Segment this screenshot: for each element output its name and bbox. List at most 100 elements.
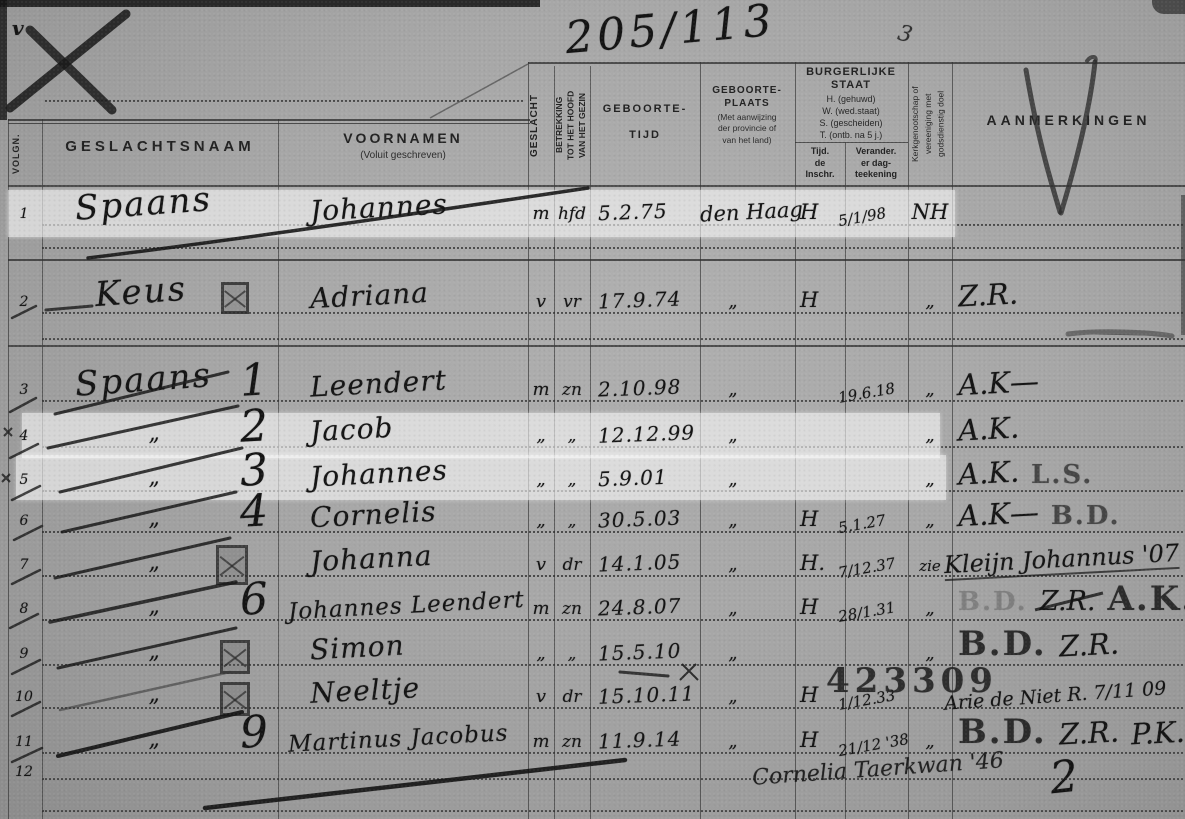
writing-baseline — [42, 338, 1183, 340]
cell-volgnummer: 12 — [15, 764, 33, 780]
cell-burgerlijke-staat: H — [800, 507, 819, 531]
cell-geboortedatum: 24.8.07 — [597, 593, 682, 621]
cell-geslachtsnaam: „ — [147, 593, 163, 620]
cell-geslacht: v — [535, 686, 547, 707]
writing-baseline — [42, 707, 1183, 709]
cell-volgnummer: 4 — [19, 428, 29, 444]
child-number-mark: 6 — [238, 573, 270, 626]
header-geboorteplaats: GEBOORTE- PLAATS — [712, 85, 782, 109]
cell-geboortedatum: 5.9.01 — [597, 464, 669, 492]
cell-volgnummer: 6 — [19, 513, 29, 529]
cell-geslachtsnaam: Keus — [93, 268, 189, 316]
child-number-mark: 1 — [238, 354, 270, 407]
cell-geboortedatum: 15.5.10 — [597, 638, 682, 666]
header-geslacht: GESLACHT — [529, 94, 540, 158]
remark-handwritten: A.K. — [957, 410, 1020, 448]
cell-volgnummer: 3 — [19, 382, 29, 398]
remark-handwritten: A.K. — [957, 454, 1020, 492]
cell-geboorteplaats: „ — [727, 424, 738, 447]
cell-geslachtsnaam: Spaans — [73, 355, 214, 405]
cell-burgerlijke-staat: H — [800, 200, 819, 224]
cell-geslachtsnaam: „ — [147, 726, 163, 753]
crossed-box-stamp — [220, 640, 250, 674]
cell-volgnummer: 2 — [19, 294, 29, 310]
cell-burgerlijke-staat: H — [800, 728, 819, 752]
cell-voornamen: Leendert — [309, 363, 448, 404]
cell-betrekking: dr — [562, 555, 582, 575]
cell-geboortedatum: 17.9.74 — [597, 286, 682, 314]
header-geslachtsnaam: GESLACHTSNAAM — [65, 138, 255, 155]
cell-geboortedatum: 15.10.11 — [597, 681, 696, 709]
cell-geboorteplaats: „ — [727, 509, 738, 532]
cell-geboortedatum: 11.9.14 — [597, 726, 682, 754]
child-number-mark: 4 — [238, 485, 270, 538]
cell-kerkgenootschap: „ — [925, 425, 935, 446]
grid-hline — [795, 142, 908, 143]
cell-geboorteplaats: „ — [727, 290, 738, 313]
writing-baseline — [42, 619, 1183, 621]
cell-geslacht: v — [535, 291, 547, 312]
remark-stamp: B.D. — [958, 587, 1028, 617]
grid-hline — [8, 345, 1185, 347]
cell-geboortedatum: 12.12.99 — [597, 420, 696, 448]
cell-geboorteplaats: „ — [727, 468, 738, 491]
header-staat-col1: Tijd. de Inschr. — [805, 146, 835, 180]
cell-kerkgenootschap: zie — [919, 557, 941, 575]
cell-betrekking: dr — [562, 687, 582, 707]
cell-geboorteplaats: „ — [727, 642, 738, 665]
cell-geslacht: „ — [536, 469, 546, 490]
registration-number-stamp: 423309 — [826, 661, 998, 701]
remark-handwritten: Z.R. — [957, 276, 1019, 314]
cell-volgnummer: 10 — [15, 689, 33, 705]
cell-betrekking: „ — [567, 470, 577, 490]
header-staat-line-t: T. (ontb. na 5 j.) — [819, 130, 883, 140]
grid-hline — [528, 62, 1185, 64]
header-burgerlijke-staat: BURGERLIJKE STAAT — [806, 66, 896, 91]
cell-kerkgenootschap: „ — [925, 469, 935, 490]
remark-stamp: A.K. — [1107, 579, 1185, 619]
writing-baseline — [42, 247, 1183, 249]
cell-burgerlijke-staat: H — [800, 683, 819, 707]
cell-betrekking: zn — [562, 380, 582, 400]
cell-aanmerkingen: B.D. Z.R. — [958, 624, 1119, 664]
cell-voornamen: Neeltje — [309, 671, 421, 710]
cell-geslacht: m — [532, 203, 550, 224]
cell-burgerlijke-staat: H — [800, 288, 819, 312]
cell-betrekking: „ — [567, 511, 577, 531]
cell-volgnummer: 1 — [19, 206, 29, 222]
cell-volgnummer: 7 — [19, 557, 29, 573]
check-mark — [1023, 67, 1063, 215]
header-staat-line-s: S. (gescheiden) — [819, 118, 883, 128]
cell-geslachtsnaam: „ — [147, 638, 163, 665]
cell-aanmerkingen: B.D.Z.R.A.K. — [958, 579, 1185, 619]
cell-voornamen: Simon — [309, 628, 406, 667]
cell-volgnummer: 8 — [19, 601, 29, 617]
cell-geslacht: „ — [536, 510, 546, 531]
remark-handwritten: Z.R. — [1057, 626, 1120, 664]
cell-geslacht: m — [532, 731, 550, 752]
cell-kerkgenootschap: „ — [925, 598, 935, 619]
scan-edge-right — [1181, 195, 1185, 335]
cell-geboorteplaats: „ — [727, 378, 738, 401]
cell-geboortedatum: 5.2.75 — [597, 198, 669, 226]
header-geboortetijd: GEBOORTE- TIJD — [602, 103, 688, 142]
remark-stamp: B.D. — [958, 712, 1047, 752]
cell-geboortedatum: 2.10.98 — [597, 374, 682, 402]
cell-aanmerkingen: A.K. — [957, 410, 1020, 448]
remark-stamp: B.D. — [958, 624, 1047, 664]
cell-volgnummer: 5 — [19, 472, 29, 488]
cell-betrekking: „ — [567, 644, 577, 664]
writing-baseline — [42, 664, 1183, 666]
header-staat-line-w: W. (wed.staat) — [822, 106, 880, 116]
cell-geslacht: „ — [536, 643, 546, 664]
cell-geslachtsnaam: „ — [147, 681, 163, 708]
writing-baseline — [42, 575, 1183, 577]
grid-vline — [952, 62, 953, 819]
writing-baseline — [42, 810, 1183, 812]
header-voornamen: VOORNAMEN — [343, 130, 463, 146]
cell-geboorteplaats: „ — [727, 685, 738, 708]
cell-voornamen: Johanna — [309, 538, 434, 579]
cell-geslacht: m — [532, 598, 550, 619]
strike-through — [1034, 591, 1103, 612]
cell-burgerlijke-staat: H. — [800, 551, 825, 575]
